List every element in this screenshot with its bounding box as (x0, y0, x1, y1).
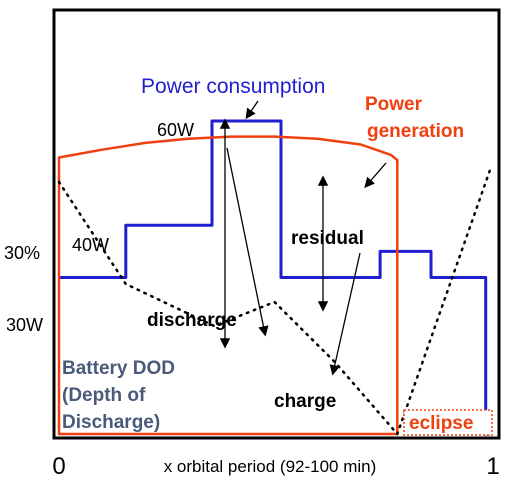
label-power-generation-2: generation (367, 121, 464, 142)
label-dod-1: Battery DOD (62, 358, 175, 379)
x-axis-label: x orbital period (92-100 min) (164, 457, 377, 476)
label-dod-3: Discharge) (62, 412, 160, 433)
label-eclipse: eclipse (409, 413, 473, 434)
discharge-diag-arrow (227, 148, 265, 334)
y-label-40w: 40W (72, 235, 109, 255)
charge-arrow (333, 253, 360, 373)
label-residual: residual (291, 228, 364, 249)
y-label-60w: 60W (157, 120, 194, 140)
y-label-30pct: 30% (4, 243, 40, 263)
label-power-generation-1: Power (365, 94, 423, 115)
consumption-arrow (247, 101, 258, 117)
x-tick-0: 0 (52, 453, 65, 480)
generation-arrow (366, 163, 386, 186)
label-discharge: discharge (147, 310, 237, 331)
x-tick-1: 1 (486, 453, 499, 480)
label-power-consumption: Power consumption (141, 75, 325, 98)
label-dod-2: (Depth of (62, 385, 146, 406)
label-charge: charge (274, 391, 336, 412)
y-label-30w: 30W (6, 315, 43, 335)
